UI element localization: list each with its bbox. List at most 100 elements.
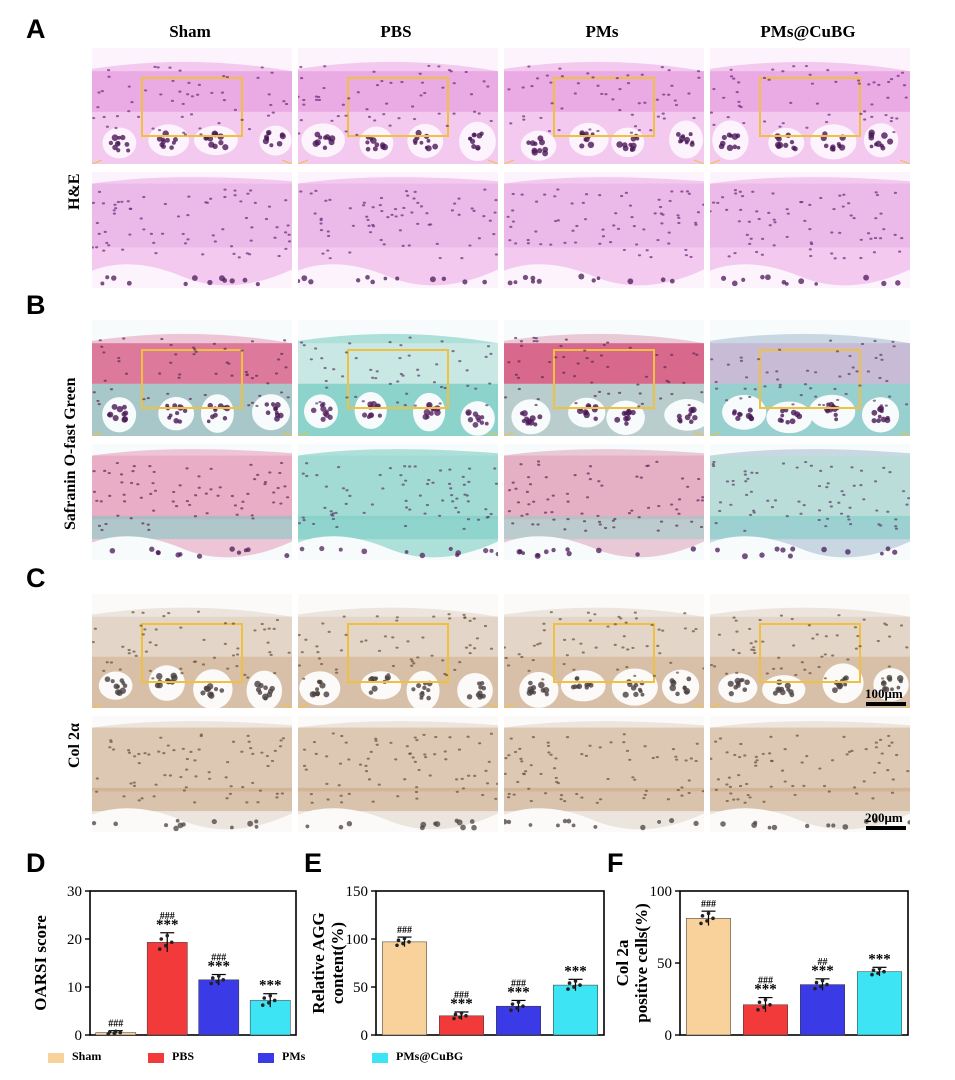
- y-tick-label: 0: [665, 1028, 673, 1044]
- data-point: [757, 1000, 762, 1005]
- y-tick-label: 150: [346, 884, 369, 900]
- data-point: [210, 976, 215, 980]
- histology-image: [92, 320, 292, 436]
- significance-label: ***: [208, 959, 231, 975]
- y-tick-label: 20: [67, 932, 82, 948]
- y-tick-label: 0: [361, 1028, 369, 1044]
- scale-bar-100: [866, 702, 906, 706]
- data-point: [763, 997, 768, 1002]
- data-point: [516, 1000, 521, 1004]
- legend-label-pms-cubg: PMs@CuBG: [396, 1049, 464, 1063]
- data-point: [572, 985, 576, 989]
- data-point: [260, 1003, 265, 1007]
- plot-frame: [89, 890, 297, 1036]
- data-point: [266, 1000, 271, 1005]
- significance-label: ###: [454, 990, 469, 1001]
- bar-pms: [800, 984, 845, 1036]
- significance-label: ***: [811, 963, 834, 979]
- legend-swatch-pms-cubg: [372, 1053, 388, 1063]
- data-point: [407, 940, 411, 944]
- bar-sham: [382, 941, 427, 1036]
- significance-label: ***: [450, 996, 473, 1012]
- significance-label: ***: [868, 951, 891, 967]
- significance-label: ###: [701, 899, 716, 910]
- bar-pms-cubg: [553, 984, 598, 1036]
- data-point: [402, 936, 407, 941]
- data-point: [458, 1015, 462, 1019]
- significance-label: ***: [754, 982, 777, 998]
- histology-image: [298, 716, 498, 832]
- y-tick-label: 30: [67, 884, 82, 900]
- significance-label: ***: [259, 978, 282, 994]
- data-point: [268, 993, 273, 998]
- scale-bar-label-200: 200μm: [865, 810, 903, 825]
- data-point: [706, 911, 711, 916]
- histology-image: [504, 172, 704, 288]
- row-label-he: H&E: [66, 173, 83, 210]
- data-point: [882, 969, 886, 974]
- panel-label-a: A: [26, 14, 46, 44]
- significance-label: ###: [397, 925, 412, 936]
- data-point: [163, 943, 168, 948]
- histology-image: [504, 320, 704, 436]
- histology-image: [298, 172, 498, 288]
- column-header-pbs: PBS: [380, 22, 412, 41]
- legend-swatch-pms: [258, 1053, 274, 1063]
- data-point: [216, 974, 221, 978]
- data-point: [464, 1014, 468, 1018]
- bar-pms-cubg: [857, 971, 902, 1036]
- panel-label-c: C: [26, 563, 46, 593]
- data-point: [165, 933, 170, 938]
- significance-label: ***: [156, 917, 179, 933]
- legend-label-pms: PMs: [282, 1049, 306, 1063]
- plot-frame: [375, 890, 605, 1036]
- data-point: [876, 971, 880, 975]
- data-point: [825, 982, 829, 987]
- row-label-safranin: Safranin O-fast Green: [62, 377, 79, 530]
- histology-image: [92, 444, 292, 560]
- data-point: [401, 941, 405, 946]
- data-point: [521, 1004, 525, 1008]
- y-axis-label: Col 2apositive cells(%): [613, 903, 651, 1022]
- column-header-sham: Sham: [169, 22, 211, 41]
- scale-bar-label-100: 100μm: [865, 686, 903, 701]
- histology-image: [92, 48, 292, 164]
- data-point: [814, 980, 819, 985]
- legend-label-pbs: PBS: [172, 1049, 195, 1063]
- data-point: [578, 983, 582, 987]
- data-point: [395, 943, 399, 948]
- data-point: [756, 1008, 760, 1012]
- scale-bar-200: [866, 826, 906, 830]
- data-point: [567, 981, 572, 985]
- histology-image: [504, 716, 704, 832]
- data-point: [221, 978, 226, 982]
- significance-label: ##: [818, 957, 828, 968]
- significance-label: ***: [507, 984, 530, 1000]
- data-point: [262, 996, 267, 1000]
- data-point: [459, 1011, 464, 1015]
- histology-image: [298, 320, 498, 436]
- panel-label-b: B: [26, 290, 46, 320]
- bar-pms: [198, 979, 240, 1036]
- data-point: [877, 966, 882, 971]
- histology-image: [710, 444, 910, 560]
- bar-sham: [686, 918, 731, 1036]
- y-tick-label: 100: [650, 884, 673, 900]
- significance-label: ###: [108, 1019, 123, 1030]
- data-point: [573, 979, 578, 983]
- histology-image: [298, 48, 498, 164]
- data-point: [819, 984, 823, 989]
- y-tick-label: 100: [346, 932, 369, 948]
- histology-image: [504, 444, 704, 560]
- data-point: [453, 1012, 458, 1017]
- histology-image: [504, 48, 704, 164]
- histology-image: [298, 444, 498, 560]
- data-point: [113, 1029, 118, 1034]
- data-point: [169, 940, 174, 945]
- data-point: [157, 947, 162, 951]
- data-point: [699, 921, 703, 926]
- data-point: [768, 1002, 772, 1007]
- data-point: [871, 968, 876, 972]
- data-point: [700, 914, 705, 918]
